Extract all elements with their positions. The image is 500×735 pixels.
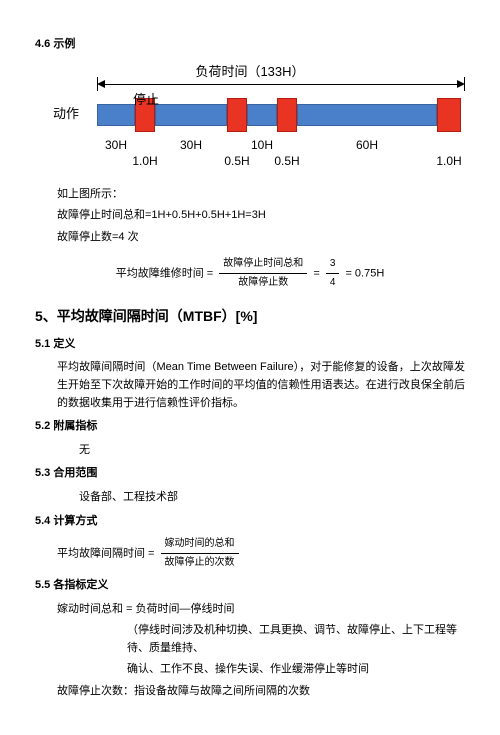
heading-5-3: 5.3 合用范围	[35, 465, 465, 483]
fraction-2: 3 4	[326, 256, 340, 291]
fraction-3: 嫁动时间的总和 故障停止的次数	[161, 536, 239, 571]
operating-duration-label: 30H	[180, 136, 202, 155]
top-double-arrow	[97, 80, 465, 90]
heading-5-4: 5.4 计算方式	[35, 513, 465, 531]
example-explain: 如上图所示： 故障停止时间总和=1H+0.5H+0.5H+1H=3H 故障停止数…	[35, 186, 465, 247]
frac-num-2: 3	[326, 256, 340, 274]
operating-segment	[247, 104, 277, 126]
stop-label: 停止	[133, 90, 159, 111]
heading-5-2: 5.2 附属指标	[35, 418, 465, 436]
frac-den-2: 4	[326, 274, 340, 291]
operating-segment	[155, 104, 227, 126]
operating-duration-label: 10H	[251, 136, 273, 155]
heading-5-1: 5.1 定义	[35, 336, 465, 354]
example-diagram: 负荷时间（133H） 动作 30H1.0H30H0.5H10H0.5H60H1.…	[35, 62, 465, 172]
frac3-den: 故障停止的次数	[161, 554, 239, 571]
heading-5: 5、平均故障间隔时间（MTBF）[%]	[35, 305, 465, 327]
def55-l2: （停线时间涉及机种切换、工具更换、调节、故障停止、上下工程等待、质量维持、	[57, 622, 465, 657]
bar-row: 动作	[35, 98, 465, 132]
operating-duration-label: 30H	[105, 136, 127, 155]
value-5-3: 设备部、工程技术部	[35, 489, 465, 507]
definition-5-1: 平均故障间隔时间（Mean Time Between Failure），对于能修…	[35, 359, 465, 412]
lead-label: 动作	[35, 100, 97, 130]
formula-lhs: 平均故障维修时间 =	[116, 268, 213, 280]
frac-den: 故障停止数	[219, 274, 307, 291]
stop-duration-label: 1.0H	[132, 152, 157, 171]
operating-segment	[297, 104, 437, 126]
explain-line-1: 如上图所示：	[57, 186, 465, 204]
fraction-1: 故障停止时间总和 故障停止数	[219, 256, 307, 291]
stop-duration-label: 0.5H	[274, 152, 299, 171]
def55-l4: 故障停止次数：指设备故障与故障之间所间隔的次数	[57, 683, 465, 701]
stop-segment	[277, 98, 297, 132]
explain-line-2: 故障停止时间总和=1H+0.5H+0.5H+1H=3H	[57, 207, 465, 225]
timeline-chart: 负荷时间（133H） 动作 30H1.0H30H0.5H10H0.5H60H1.…	[35, 62, 465, 172]
def55-l3: 确认、工作不良、操作失误、作业缓滞停止等时间	[57, 661, 465, 679]
stop-duration-label: 1.0H	[436, 152, 461, 171]
formula-mttr: 平均故障维修时间 = 故障停止时间总和 故障停止数 = 3 4 = 0.75H	[35, 256, 465, 291]
stop-duration-label: 0.5H	[224, 152, 249, 171]
defs-5-5: 嫁动时间总和 = 负荷时间—停线时间 （停线时间涉及机种切换、工具更换、调节、故…	[35, 601, 465, 701]
formula2-lhs: 平均故障间隔时间 =	[57, 548, 154, 560]
def55-l1: 嫁动时间总和 = 负荷时间—停线时间	[57, 601, 465, 619]
heading-4-6: 4.6 示例	[35, 36, 465, 54]
formula-result: = 0.75H	[345, 268, 384, 280]
formula-mtbf: 平均故障间隔时间 = 嫁动时间的总和 故障停止的次数	[35, 536, 465, 571]
frac-num: 故障停止时间总和	[219, 256, 307, 274]
value-5-2: 无	[35, 442, 465, 460]
heading-5-5: 5.5 各指标定义	[35, 577, 465, 595]
operating-duration-label: 60H	[356, 136, 378, 155]
operating-segment	[97, 104, 135, 126]
stop-segment	[437, 98, 461, 132]
explain-line-3: 故障停止数=4 次	[57, 229, 465, 247]
frac3-num: 嫁动时间的总和	[161, 536, 239, 554]
stop-segment	[227, 98, 247, 132]
